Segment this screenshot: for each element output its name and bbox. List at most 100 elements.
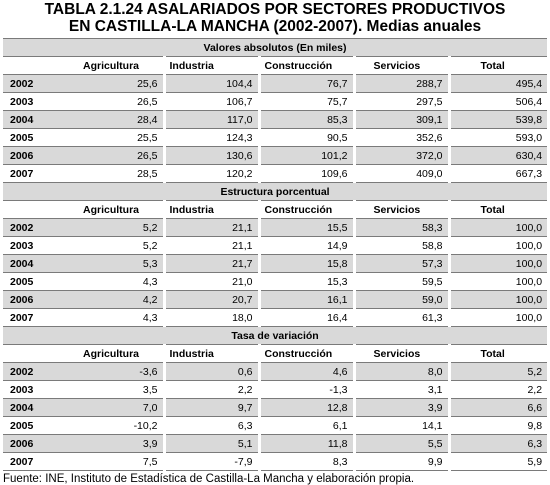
value-cell-industria: 21,1: [162, 218, 259, 237]
value-cell-servicios: 372,0: [352, 146, 449, 165]
section-heading: Estructura porcentual: [3, 182, 548, 201]
column-header-agricultura: Agricultura: [69, 200, 164, 219]
value-cell-agricultura: 25,6: [69, 74, 164, 93]
table-row: 2007 4,3 18,0 16,4 61,3 100,0: [3, 308, 548, 327]
column-header-total: Total: [447, 56, 548, 75]
value-cell-construccion: 16,1: [257, 290, 354, 309]
value-cell-agricultura: -10,2: [69, 416, 164, 435]
value-cell-construccion: 109,6: [257, 164, 354, 183]
value-cell-servicios: 59,0: [352, 290, 449, 309]
value-cell-industria: 6,3: [162, 416, 259, 435]
table-row: 2005 4,3 21,0 15,3 59,5 100,0: [3, 272, 548, 291]
table-row: 2005 -10,2 6,3 6,1 14,1 9,8: [3, 416, 548, 435]
value-cell-agricultura: 4,3: [69, 272, 164, 291]
value-cell-total: 539,8: [447, 110, 548, 129]
table-row: 2002 25,6 104,4 76,7 288,7 495,4: [3, 74, 548, 93]
value-cell-construccion: 16,4: [257, 308, 354, 327]
value-cell-servicios: 309,1: [352, 110, 449, 129]
value-cell-total: 100,0: [447, 308, 548, 327]
value-cell-industria: 124,3: [162, 128, 259, 147]
value-cell-servicios: 58,8: [352, 236, 449, 255]
value-cell-agricultura: 28,4: [69, 110, 164, 129]
table-title-line-2: EN CASTILLA-LA MANCHA (2002-2007). Media…: [68, 18, 482, 35]
section-heading: Tasa de variación: [3, 326, 548, 345]
year-cell: 2004: [3, 398, 69, 417]
value-cell-servicios: 57,3: [352, 254, 449, 273]
value-cell-industria: 5,1: [162, 434, 259, 453]
column-header-construccion: Construcción: [257, 344, 354, 363]
value-cell-total: 593,0: [447, 128, 548, 147]
value-cell-agricultura: 4,3: [69, 308, 164, 327]
year-cell: 2007: [3, 308, 69, 327]
value-cell-industria: 20,7: [162, 290, 259, 309]
column-header-agricultura: Agricultura: [69, 344, 164, 363]
section-heading: Valores absolutos (En miles): [3, 38, 548, 57]
value-cell-construccion: 8,3: [257, 452, 354, 471]
column-header-construccion: Construcción: [257, 200, 354, 219]
value-cell-total: 100,0: [447, 272, 548, 291]
table-row: 2006 3,9 5,1 11,8 5,5 6,3: [3, 434, 548, 453]
value-cell-construccion: 76,7: [257, 74, 354, 93]
value-cell-agricultura: 5,2: [69, 236, 164, 255]
value-cell-total: 2,2: [447, 380, 548, 399]
value-cell-total: 9,8: [447, 416, 548, 435]
value-cell-total: 6,6: [447, 398, 548, 417]
value-cell-total: 5,2: [447, 362, 548, 381]
year-cell: 2002: [3, 74, 69, 93]
year-cell: 2002: [3, 362, 69, 381]
value-cell-industria: 104,4: [162, 74, 259, 93]
value-cell-agricultura: 7,5: [69, 452, 164, 471]
column-header-blank: [3, 56, 69, 75]
year-cell: 2007: [3, 452, 69, 471]
value-cell-construccion: 4,6: [257, 362, 354, 381]
table-row: 2002 5,2 21,1 15,5 58,3 100,0: [3, 218, 548, 237]
column-header-row: Agricultura Industria Construcción Servicio…: [3, 200, 548, 219]
column-header-servicios: Servicios: [352, 200, 449, 219]
value-cell-total: 5,9: [447, 452, 548, 471]
value-cell-construccion: 15,3: [257, 272, 354, 291]
value-cell-industria: 18,0: [162, 308, 259, 327]
value-cell-servicios: 61,3: [352, 308, 449, 327]
value-cell-industria: 120,2: [162, 164, 259, 183]
column-header-blank: [3, 200, 69, 219]
source-note: Fuente: INE, Instituto de Estadística de…: [3, 473, 415, 485]
table-row: 2007 28,5 120,2 109,6 409,0 667,3: [3, 164, 548, 183]
value-cell-agricultura: 26,5: [69, 92, 164, 111]
value-cell-servicios: 8,0: [352, 362, 449, 381]
value-cell-servicios: 3,1: [352, 380, 449, 399]
value-cell-agricultura: -3,6: [69, 362, 164, 381]
column-header-blank: [3, 344, 69, 363]
value-cell-industria: 21,1: [162, 236, 259, 255]
value-cell-construccion: 15,8: [257, 254, 354, 273]
table-row: 2005 25,5 124,3 90,5 352,6 593,0: [3, 128, 548, 147]
year-cell: 2006: [3, 146, 69, 165]
column-header-industria: Industria: [162, 56, 259, 75]
year-cell: 2003: [3, 236, 69, 255]
value-cell-total: 630,4: [447, 146, 548, 165]
section-heading-row: Estructura porcentual: [3, 182, 548, 201]
column-header-total: Total: [447, 344, 548, 363]
year-cell: 2006: [3, 290, 69, 309]
data-table-body: Valores absolutos (En miles) Agricultura I…: [3, 38, 548, 471]
year-cell: 2005: [3, 272, 69, 291]
value-cell-industria: 21,0: [162, 272, 259, 291]
value-cell-agricultura: 5,3: [69, 254, 164, 273]
year-cell: 2004: [3, 110, 69, 129]
column-header-servicios: Servicios: [352, 344, 449, 363]
value-cell-total: 667,3: [447, 164, 548, 183]
table-title-line-1: TABLA 2.1.24 ASALARIADOS POR SECTORES PR…: [44, 1, 506, 18]
table-row: 2006 26,5 130,6 101,2 372,0 630,4: [3, 146, 548, 165]
value-cell-industria: 106,7: [162, 92, 259, 111]
year-cell: 2002: [3, 218, 69, 237]
value-cell-total: 506,4: [447, 92, 548, 111]
value-cell-agricultura: 25,5: [69, 128, 164, 147]
value-cell-total: 100,0: [447, 218, 548, 237]
value-cell-servicios: 5,5: [352, 434, 449, 453]
value-cell-construccion: 15,5: [257, 218, 354, 237]
table-row: 2006 4,2 20,7 16,1 59,0 100,0: [3, 290, 548, 309]
value-cell-agricultura: 3,9: [69, 434, 164, 453]
value-cell-servicios: 288,7: [352, 74, 449, 93]
value-cell-total: 6,3: [447, 434, 548, 453]
table-row: 2004 5,3 21,7 15,8 57,3 100,0: [3, 254, 548, 273]
value-cell-construccion: 12,8: [257, 398, 354, 417]
